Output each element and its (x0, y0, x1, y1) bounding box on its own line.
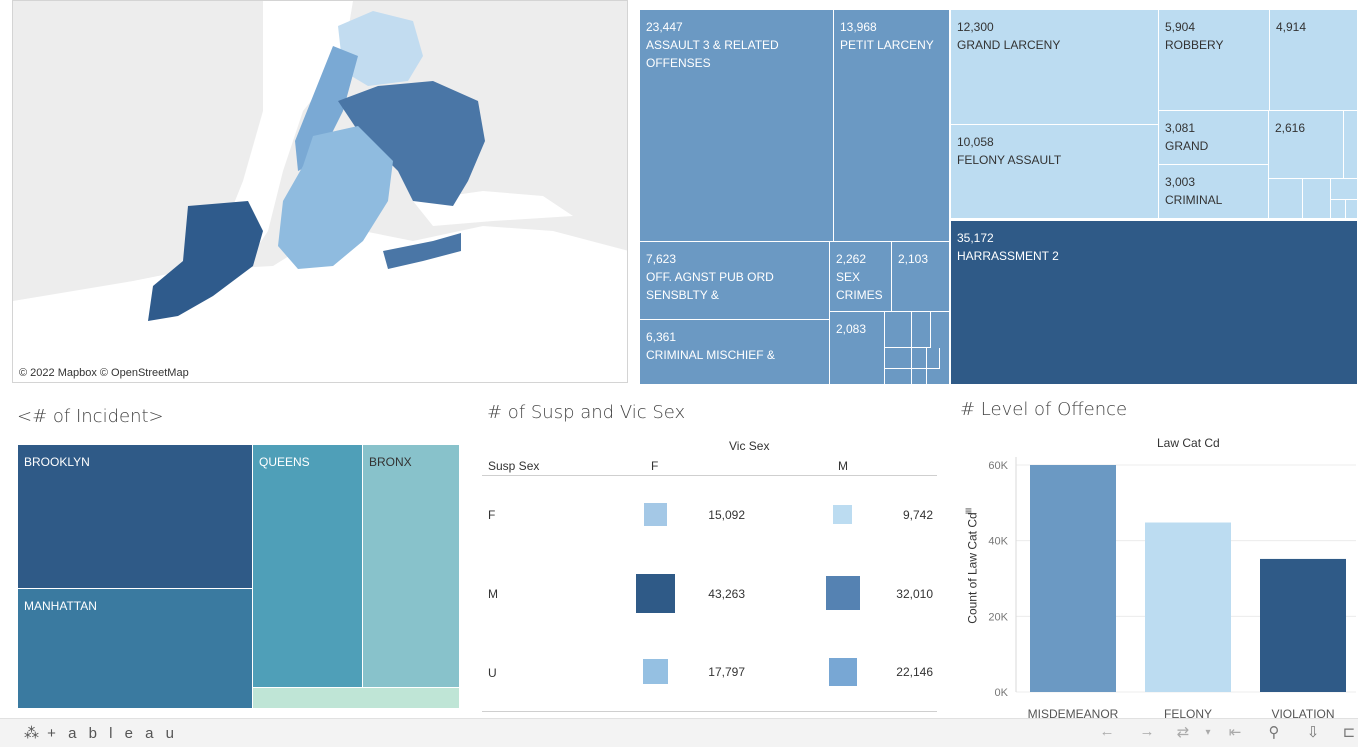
treemap-tiny-light-tiles[interactable] (1269, 179, 1358, 219)
incident-tile-brooklyn[interactable]: BROOKLYN (18, 445, 253, 589)
tableau-logo[interactable]: ⁂ + a b l e a u (24, 725, 178, 742)
table-cell-mark[interactable] (829, 658, 857, 686)
treemap-tile-petit-larceny[interactable]: 13,968 PETIT LARCENY (834, 10, 950, 242)
bronx-region (338, 11, 423, 86)
incident-treemap: BROOKLYN MANHATTAN QUEENS BRONX (18, 445, 460, 709)
treemap-tile-2103[interactable]: 2,103 (892, 242, 950, 312)
redo-icon[interactable]: → (1139, 723, 1155, 740)
col-group-header: Vic Sex (729, 439, 770, 453)
y-tick-label: 40K (988, 536, 1008, 548)
map-attribution[interactable]: © 2022 Mapbox © OpenStreetMap (17, 367, 191, 379)
treemap-tile-harrassment[interactable]: 35,172 HARRASSMENT 2 (951, 219, 1358, 385)
incident-tile-bronx[interactable]: BRONX (363, 445, 460, 688)
y-tick-label: 60K (988, 460, 1008, 472)
chevron-down-icon[interactable]: ▾ (1205, 727, 1211, 738)
fullscreen-icon[interactable]: ⊏ (1342, 724, 1356, 741)
row-label-u: U (488, 666, 497, 680)
tableau-toolbar: ⁂ + a b l e a u ← → ⇄ ▾ ⇤ ⚲ ⇩ ⊏ (0, 718, 1358, 747)
bar-felony[interactable] (1145, 522, 1231, 692)
download-icon[interactable]: ⇩ (1306, 724, 1320, 741)
table-cell-mark[interactable] (833, 505, 852, 524)
treemap-tile-2616[interactable]: 2,616 (1269, 111, 1344, 179)
incident-tile-queens[interactable]: QUEENS (253, 445, 363, 688)
incident-tile-staten-island[interactable] (253, 688, 460, 709)
treemap-tile-sex-crimes[interactable]: 2,262 SEX CRIMES (830, 242, 892, 312)
treemap-tile-criminal[interactable]: 3,003 CRIMINAL (1159, 165, 1269, 219)
map-view[interactable]: © 2022 Mapbox © OpenStreetMap (12, 0, 628, 383)
incident-title: <# of Incident> (17, 406, 164, 427)
x-category-label: FELONY (1164, 707, 1212, 720)
revert-icon[interactable]: ⇄ (1176, 724, 1190, 741)
treemap-tile-robbery[interactable]: 5,904 ROBBERY (1159, 10, 1270, 111)
table-cell-value: 32,010 (896, 587, 933, 601)
treemap-tile-small-light[interactable] (1344, 111, 1358, 179)
x-category-label: VIOLATION (1271, 707, 1334, 720)
bar-chart: 0K 20K 40K 60K MISDEMEANOR FELONY VIOLATION (988, 457, 1356, 720)
col-header-f: F (651, 459, 659, 473)
treemap-tile-felony-assault[interactable]: 10,058 FELONY ASSAULT (951, 125, 1159, 219)
sort-icon[interactable]: ≡ (965, 504, 973, 518)
bar-misdemeanor[interactable] (1030, 465, 1116, 692)
undo-icon[interactable]: ← (1099, 723, 1115, 740)
incident-tile-manhattan[interactable]: MANHATTAN (18, 589, 253, 709)
treemap-tile-assault[interactable]: 23,447 ASSAULT 3 & RELATED OFFENSES (640, 10, 834, 242)
table-cell-value: 15,092 (708, 508, 745, 522)
table-cell-mark[interactable] (643, 659, 668, 684)
table-header-rule (482, 475, 937, 476)
reset-icon[interactable]: ⇤ (1228, 724, 1242, 741)
treemap-tile-2083[interactable]: 2,083 (830, 312, 885, 385)
treemap-tile-criminal-mischief[interactable]: 6,361 CRIMINAL MISCHIEF & (640, 320, 830, 385)
table-bottom-rule (482, 711, 937, 712)
table-cell-value: 43,263 (708, 587, 745, 601)
treemap-tile-grand-larceny[interactable]: 12,300 GRAND LARCENY (951, 10, 1159, 125)
x-category-label: MISDEMEANOR (1028, 707, 1119, 720)
treemap-tile-grand[interactable]: 3,081 GRAND (1159, 111, 1269, 165)
col-header-m: M (838, 459, 848, 473)
y-tick-label: 20K (988, 611, 1008, 623)
table-cell-mark[interactable] (644, 503, 667, 526)
table-cell-value: 9,742 (902, 508, 933, 522)
row-header: Susp Sex (488, 459, 540, 473)
row-label-m: M (488, 587, 498, 601)
table-cell-value: 22,146 (896, 665, 933, 679)
treemap-tile-off-agnst-pub[interactable]: 7,623 OFF. AGNST PUB ORD SENSBLTY & (640, 242, 830, 320)
y-tick-label: 0K (995, 687, 1009, 699)
brooklyn-region (278, 126, 393, 269)
row-label-f: F (488, 508, 496, 522)
bar-violation[interactable] (1260, 558, 1346, 692)
share-icon[interactable]: ⚲ (1268, 724, 1280, 741)
table-cell-mark[interactable] (636, 574, 675, 613)
treemap-tile-4914[interactable]: 4,914 (1270, 10, 1358, 111)
manhattan-region (295, 46, 358, 171)
sex-table-title: # of Susp and Vic Sex (487, 402, 686, 423)
staten-island-region (148, 201, 263, 321)
table-cell-value: 17,797 (708, 665, 745, 679)
table-cell-mark[interactable] (826, 576, 860, 610)
offence-title: # Level of Offence (960, 399, 1128, 420)
offense-treemap: 23,447 ASSAULT 3 & RELATED OFFENSES 13,968… (640, 10, 1358, 385)
chart-title: Law Cat Cd (1157, 436, 1220, 450)
treemap-small-tiles[interactable] (885, 312, 950, 385)
nyc-map (13, 1, 627, 382)
queens-region (338, 81, 485, 206)
